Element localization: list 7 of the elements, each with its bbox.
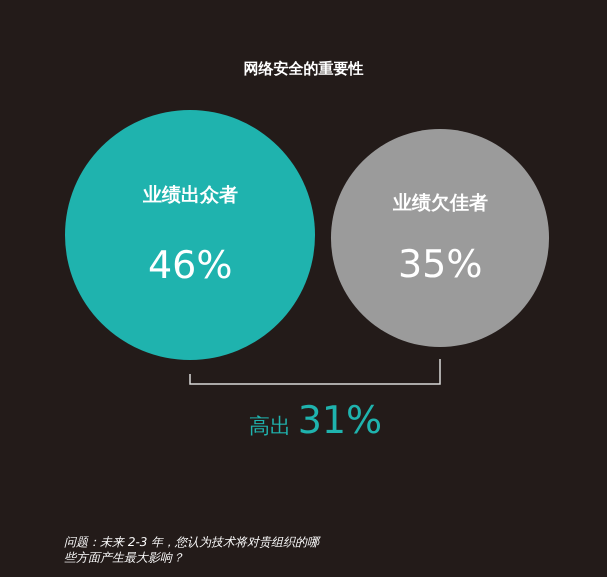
text: 高出 31% [249,398,382,442]
data-label: 46% [148,243,232,287]
category-label: 业绩出众者 [142,184,238,206]
text: 问题：未来 2-3 年，您认为技术将对贵组织的哪些方面产生最大影响？ [64,535,322,565]
category-label: 业绩欠佳者 [392,192,488,214]
text: 网络安全的重要性 [244,59,364,78]
data-label: 35% [398,242,482,286]
